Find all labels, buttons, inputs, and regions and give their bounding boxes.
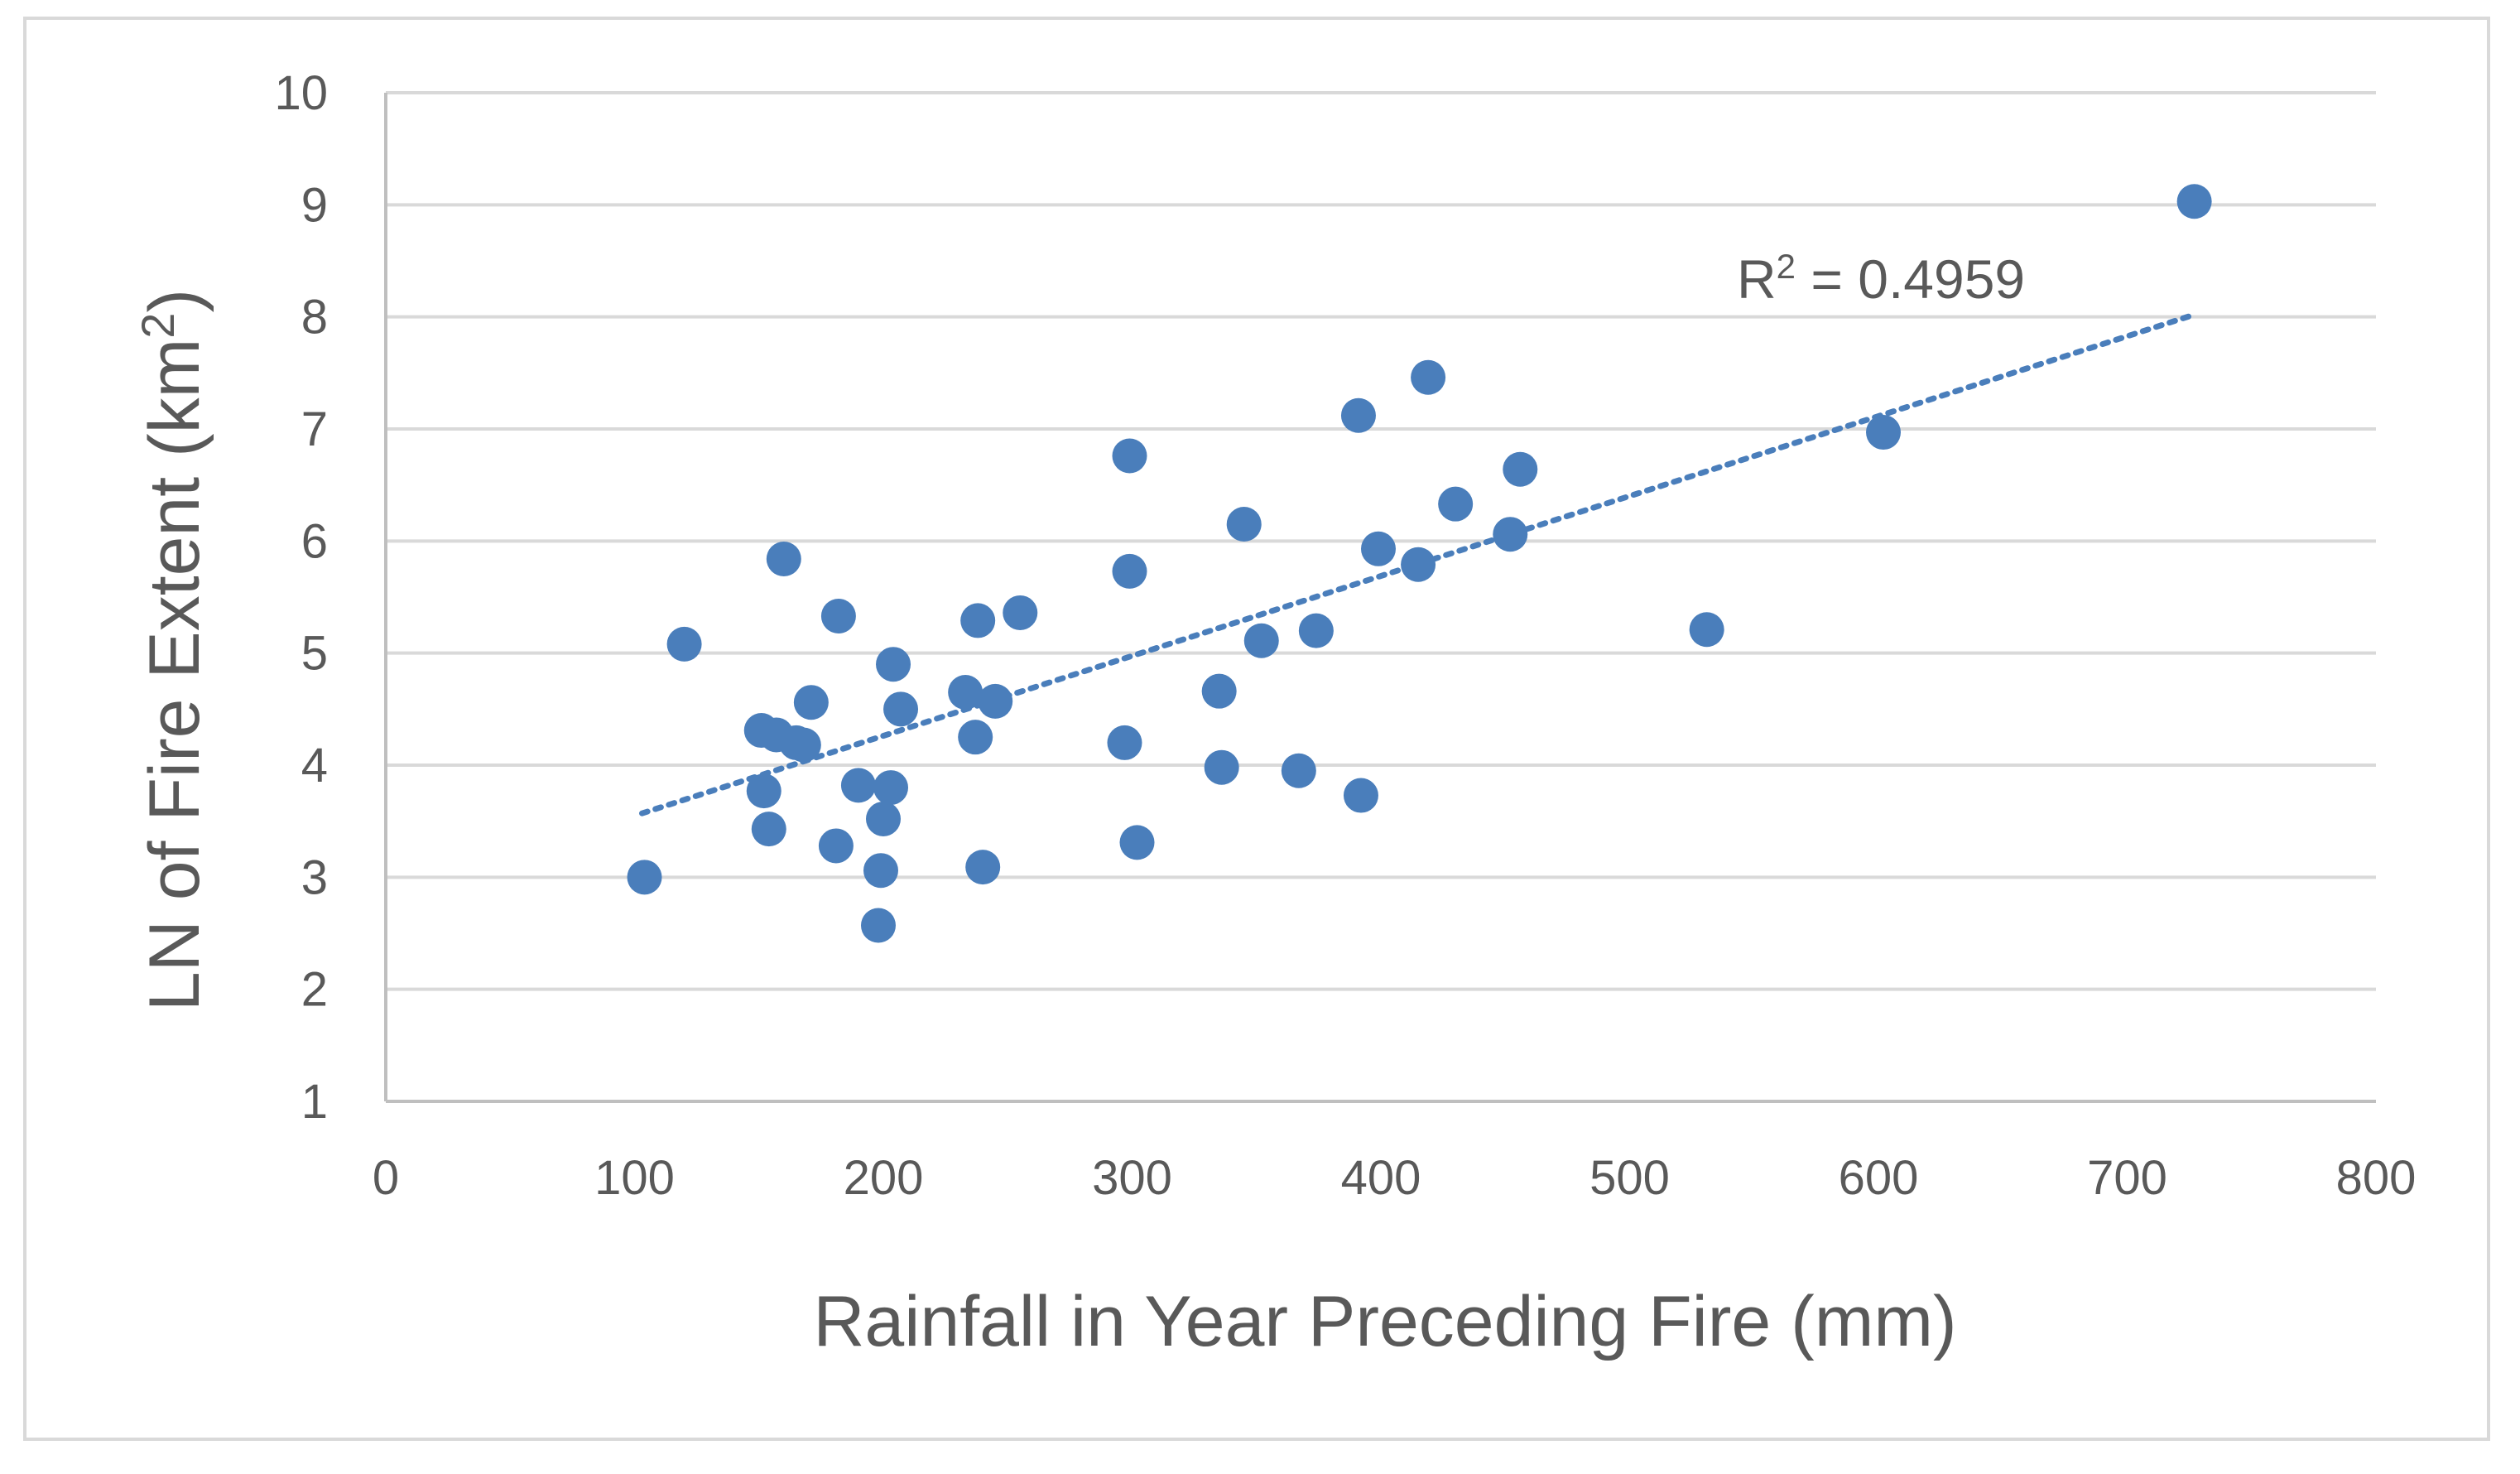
data-point bbox=[766, 541, 801, 576]
data-point bbox=[863, 853, 898, 889]
data-point bbox=[1112, 553, 1147, 589]
data-point bbox=[1343, 778, 1378, 813]
data-point bbox=[1201, 673, 1237, 709]
data-point bbox=[958, 720, 993, 755]
x-axis-title: Rainfall in Year Preceding Fire (mm) bbox=[813, 1282, 1956, 1361]
r-squared-annotation: R2 = 0.4959 bbox=[1737, 247, 2025, 310]
y-tick-label-5: 5 bbox=[301, 627, 328, 681]
data-point bbox=[965, 850, 1001, 885]
data-point bbox=[627, 860, 662, 895]
x-tick-label-100: 100 bbox=[594, 1151, 675, 1205]
x-tick-label-700: 700 bbox=[2087, 1151, 2167, 1205]
x-tick-label-400: 400 bbox=[1341, 1151, 1421, 1205]
x-tick-label-800: 800 bbox=[2336, 1151, 2417, 1205]
y-tick-label-7: 7 bbox=[301, 402, 328, 456]
data-point bbox=[860, 908, 896, 943]
data-point bbox=[866, 801, 901, 836]
x-tick-label-500: 500 bbox=[1589, 1151, 1670, 1205]
data-point bbox=[948, 675, 983, 711]
y-tick-label-2: 2 bbox=[301, 963, 328, 1017]
data-point bbox=[1243, 623, 1279, 658]
data-point bbox=[1866, 415, 1902, 450]
data-point bbox=[1107, 725, 1142, 760]
y-tick-labels: 1 2 3 4 5 6 7 8 9 10 bbox=[274, 66, 328, 1129]
x-tick-labels: 0 100 200 300 400 500 600 700 800 bbox=[373, 1151, 2417, 1205]
data-point bbox=[1112, 438, 1147, 474]
data-point bbox=[883, 691, 919, 727]
data-point bbox=[876, 647, 911, 682]
data-point bbox=[1493, 517, 1528, 552]
y-tick-label-9: 9 bbox=[301, 178, 328, 232]
data-point bbox=[1503, 451, 1538, 487]
data-point bbox=[873, 770, 909, 806]
data-point bbox=[1401, 547, 1436, 582]
data-point bbox=[818, 828, 854, 864]
data-point bbox=[1204, 749, 1239, 785]
data-point bbox=[1438, 486, 1474, 522]
data-point bbox=[978, 683, 1013, 719]
y-tick-label-1: 1 bbox=[301, 1075, 328, 1129]
y-tick-label-8: 8 bbox=[301, 291, 328, 344]
y-tick-label-10: 10 bbox=[274, 66, 328, 120]
x-tick-label-300: 300 bbox=[1092, 1151, 1172, 1205]
data-point bbox=[1340, 397, 1376, 433]
y-tick-label-3: 3 bbox=[301, 850, 328, 904]
data-point bbox=[793, 685, 829, 720]
x-tick-label-0: 0 bbox=[373, 1151, 399, 1205]
x-tick-label-600: 600 bbox=[1839, 1151, 1919, 1205]
y-tick-label-4: 4 bbox=[301, 739, 328, 792]
data-point bbox=[751, 812, 786, 847]
data-points bbox=[627, 184, 2212, 943]
chart-frame bbox=[23, 17, 2490, 1441]
axes bbox=[384, 93, 2376, 1103]
data-point bbox=[840, 768, 876, 803]
x-tick-label-200: 200 bbox=[844, 1151, 924, 1205]
gridlines bbox=[386, 91, 2376, 991]
data-point bbox=[1689, 612, 1724, 648]
data-point bbox=[1360, 531, 1396, 566]
data-point bbox=[666, 626, 702, 662]
data-point bbox=[1411, 359, 1446, 395]
y-tick-label-6: 6 bbox=[301, 514, 328, 568]
data-point bbox=[1226, 507, 1262, 542]
data-point bbox=[1298, 613, 1334, 648]
data-point bbox=[746, 773, 781, 809]
y-axis-title: LN of Fire Extent (km2) bbox=[132, 289, 214, 1011]
data-point bbox=[786, 727, 821, 763]
data-point bbox=[820, 599, 856, 634]
data-point bbox=[1003, 595, 1038, 630]
data-point bbox=[1119, 825, 1155, 860]
data-point bbox=[2176, 184, 2212, 219]
data-point bbox=[960, 603, 996, 638]
data-point bbox=[1281, 753, 1316, 788]
